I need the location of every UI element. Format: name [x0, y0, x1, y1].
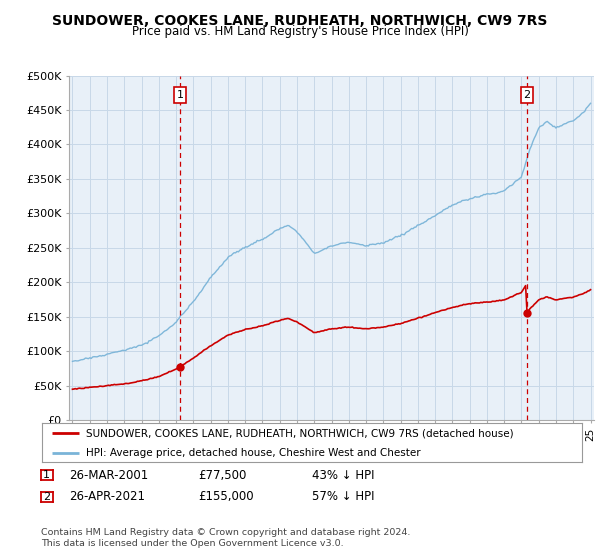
- Text: 2: 2: [523, 90, 530, 100]
- Text: 43% ↓ HPI: 43% ↓ HPI: [312, 469, 374, 482]
- Text: Price paid vs. HM Land Registry's House Price Index (HPI): Price paid vs. HM Land Registry's House …: [131, 25, 469, 38]
- Text: 26-APR-2021: 26-APR-2021: [69, 490, 145, 503]
- Text: £77,500: £77,500: [198, 469, 247, 482]
- Text: 1: 1: [176, 90, 184, 100]
- Text: 2: 2: [43, 492, 50, 502]
- Text: 26-MAR-2001: 26-MAR-2001: [69, 469, 148, 482]
- Text: SUNDOWER, COOKES LANE, RUDHEATH, NORTHWICH, CW9 7RS: SUNDOWER, COOKES LANE, RUDHEATH, NORTHWI…: [52, 14, 548, 28]
- Text: £155,000: £155,000: [198, 490, 254, 503]
- Text: Contains HM Land Registry data © Crown copyright and database right 2024.
This d: Contains HM Land Registry data © Crown c…: [41, 528, 410, 548]
- Text: HPI: Average price, detached house, Cheshire West and Chester: HPI: Average price, detached house, Ches…: [86, 449, 421, 459]
- Text: 1: 1: [43, 470, 50, 480]
- Text: SUNDOWER, COOKES LANE, RUDHEATH, NORTHWICH, CW9 7RS (detached house): SUNDOWER, COOKES LANE, RUDHEATH, NORTHWI…: [86, 428, 514, 438]
- Text: 57% ↓ HPI: 57% ↓ HPI: [312, 490, 374, 503]
